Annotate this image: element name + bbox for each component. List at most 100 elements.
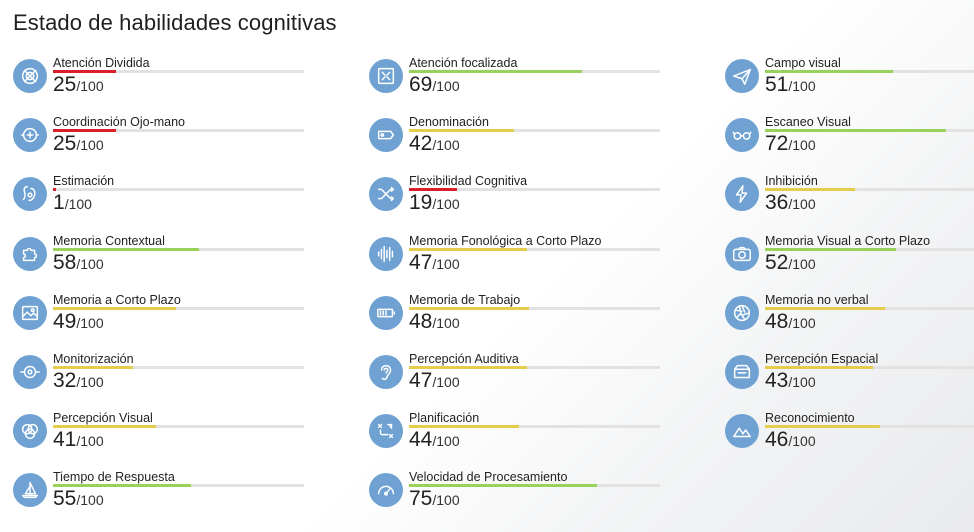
space-icon — [725, 355, 759, 389]
score-value: 25 — [53, 73, 77, 96]
skill-name: Memoria Fonológica a Corto Plazo — [409, 233, 602, 248]
score-value: 58 — [53, 250, 77, 274]
score-value: 41 — [53, 428, 77, 452]
score-bar-fill — [409, 306, 530, 310]
score-max: /100 — [788, 78, 816, 94]
score-bar — [53, 425, 304, 429]
skill-item-denominacion: Denominación 42/100 — [369, 115, 669, 172]
skill-name: Estimación — [53, 174, 115, 189]
score-value: 48 — [765, 309, 789, 333]
monitor-icon — [13, 355, 47, 389]
skill-name: Escaneo Visual — [765, 115, 851, 130]
score-bar-fill — [53, 188, 56, 192]
skill-name: Monitorización — [53, 352, 134, 366]
score: 25/100 — [53, 73, 104, 97]
score-bar-fill — [765, 70, 893, 73]
score: 19/100 — [409, 191, 460, 215]
skill-name: Atención focalizada — [409, 56, 518, 70]
skill-item-tiempo-de-respuesta: Tiempo de Respuesta 55/100 — [13, 470, 313, 527]
battery-icon — [369, 295, 403, 330]
score-bar-fill — [765, 129, 946, 133]
score-bar — [409, 484, 660, 488]
skill-name: Inhibición — [765, 174, 818, 189]
skill-name: Percepción Auditiva — [409, 352, 519, 366]
score: 44/100 — [409, 428, 460, 452]
score-value: 49 — [53, 309, 77, 333]
skill-item-planificacion: Planificación 44/100 — [369, 411, 669, 468]
score-value: 25 — [53, 132, 77, 156]
score-bar-fill — [53, 366, 134, 369]
score-max: /100 — [788, 433, 816, 450]
aperture-icon — [725, 295, 759, 330]
camera-icon — [725, 236, 759, 271]
score: 48/100 — [765, 310, 816, 334]
score-bar — [409, 425, 660, 429]
soundwave-icon — [369, 236, 403, 271]
skill-name: Percepción Visual — [53, 411, 153, 426]
score-max: /100 — [788, 137, 816, 154]
score-bar — [765, 425, 974, 429]
skill-item-atencion-focalizada: Atención focalizada 69/100 — [369, 56, 669, 113]
score-bar — [765, 129, 974, 133]
glasses-icon — [725, 118, 759, 153]
score-bar-fill — [409, 70, 583, 73]
skill-name: Atención Dividida — [53, 56, 150, 70]
page-title: Estado de habilidades cognitivas — [13, 10, 337, 35]
skill-name: Velocidad de Procesamiento — [409, 470, 568, 485]
score-bar — [409, 188, 660, 192]
score-max: /100 — [432, 374, 460, 390]
score: 47/100 — [409, 251, 460, 275]
skill-item-flexibilidad-cognitiva: Flexibilidad Cognitiva 19/100 — [369, 174, 669, 231]
score: 42/100 — [409, 132, 460, 156]
score-value: 72 — [765, 132, 789, 156]
score: 1/100 — [53, 191, 92, 215]
score-bar — [53, 484, 304, 488]
estimation-icon — [13, 177, 47, 212]
shuffle-icon — [369, 177, 403, 212]
score-bar — [409, 70, 660, 73]
score: 41/100 — [53, 428, 104, 452]
score-max: /100 — [76, 314, 104, 331]
score-bar-fill — [409, 484, 598, 488]
skill-item-inhibicion: Inhibición 36/100 — [725, 174, 974, 231]
tag-icon — [369, 118, 403, 153]
score-bar — [765, 247, 974, 251]
score-bar — [53, 129, 304, 133]
score-value: 19 — [409, 191, 433, 215]
score-bar-fill — [409, 366, 527, 369]
score-bar — [765, 306, 974, 310]
score-bar — [765, 366, 974, 369]
score-max: /100 — [432, 492, 460, 509]
score-value: 46 — [765, 428, 789, 452]
score: 52/100 — [765, 251, 816, 275]
skill-item-atencion-dividida: Atención Dividida 25/100 — [13, 56, 313, 113]
mountains-icon — [725, 414, 759, 449]
score: 58/100 — [53, 251, 104, 275]
score-max: /100 — [76, 433, 104, 450]
score-bar — [53, 188, 304, 192]
score: 47/100 — [409, 369, 460, 393]
score-bar-fill — [765, 247, 896, 251]
score-max: /100 — [432, 137, 460, 154]
score-bar — [765, 70, 974, 73]
score-value: 55 — [53, 487, 77, 511]
score-bar — [53, 306, 304, 310]
score: 46/100 — [765, 428, 816, 452]
score-bar-fill — [409, 188, 457, 192]
skill-item-memoria-de-trabajo: Memoria de Trabajo 48/100 — [369, 293, 669, 350]
skill-name: Planificación — [409, 411, 480, 426]
eye-hand-icon — [13, 118, 47, 153]
plan-icon — [369, 414, 403, 449]
sailboat-icon — [13, 473, 47, 508]
skill-name: Percepción Espacial — [765, 352, 879, 366]
score-bar-fill — [53, 306, 176, 310]
score-bar — [409, 129, 660, 133]
score-max: /100 — [76, 137, 104, 154]
score: 32/100 — [53, 369, 104, 393]
skill-item-estimacion: Estimación 1/100 — [13, 174, 313, 231]
score-max: /100 — [76, 492, 104, 509]
score: 51/100 — [765, 73, 816, 97]
score-value: 75 — [409, 487, 433, 511]
skill-item-memoria-visual-a-corto-plazo: Memoria Visual a Corto Plazo 52/100 — [725, 234, 974, 291]
score: 55/100 — [53, 487, 104, 511]
